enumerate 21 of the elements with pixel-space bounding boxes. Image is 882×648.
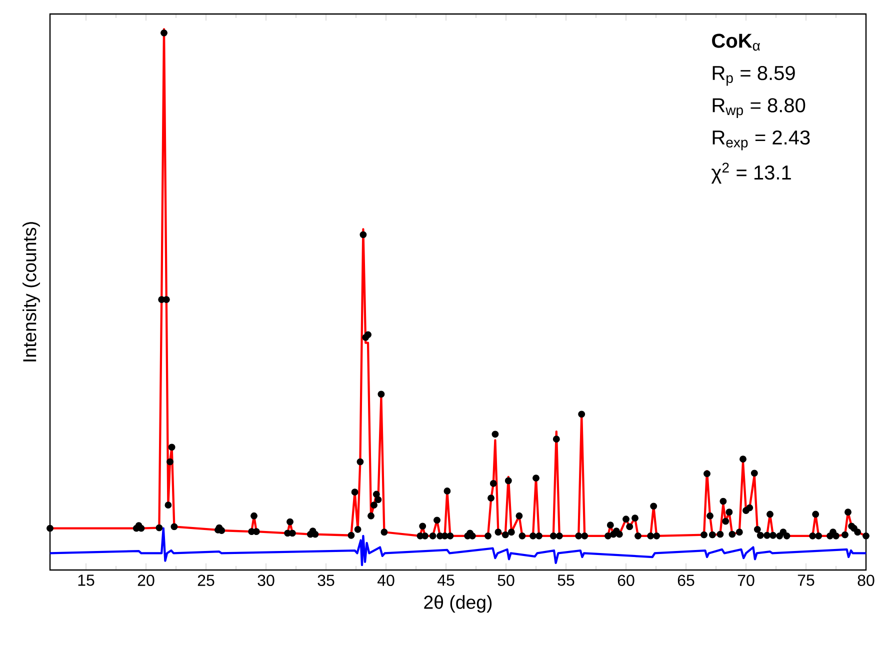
x-tick-label: 55 <box>558 574 574 586</box>
x-tick-label: 60 <box>618 574 634 586</box>
x-tick-label: 80 <box>858 574 874 586</box>
annotation: R$_{wp}$ = 8.80 <box>712 98 806 118</box>
x-tick-label: 35 <box>318 574 334 586</box>
x-tick-label: 45 <box>437 574 454 586</box>
x-tick-label: 65 <box>678 574 694 586</box>
x-tick-label: 15 <box>78 574 94 586</box>
x-tick-label: 25 <box>198 574 214 586</box>
x-tick-label: 20 <box>138 574 154 586</box>
annotation: CoK$_{α}$ <box>712 34 760 51</box>
annotation: χ$^{2}$ = 13.1 <box>711 162 791 184</box>
x-tick-label: 50 <box>498 574 514 586</box>
x-tick-label: 75 <box>798 574 814 586</box>
y-axis-title: Intensity (counts) <box>22 222 40 362</box>
x-tick-label: 70 <box>738 574 754 586</box>
annotation: R$_{exp}$ = 2.43 <box>712 130 810 150</box>
annotation: R$_{p}$ = 8.59 <box>712 66 795 86</box>
x-tick-label: 30 <box>258 574 274 586</box>
x-tick-label: 40 <box>377 574 394 586</box>
x-axis-title: 2θ (deg) <box>424 595 492 613</box>
